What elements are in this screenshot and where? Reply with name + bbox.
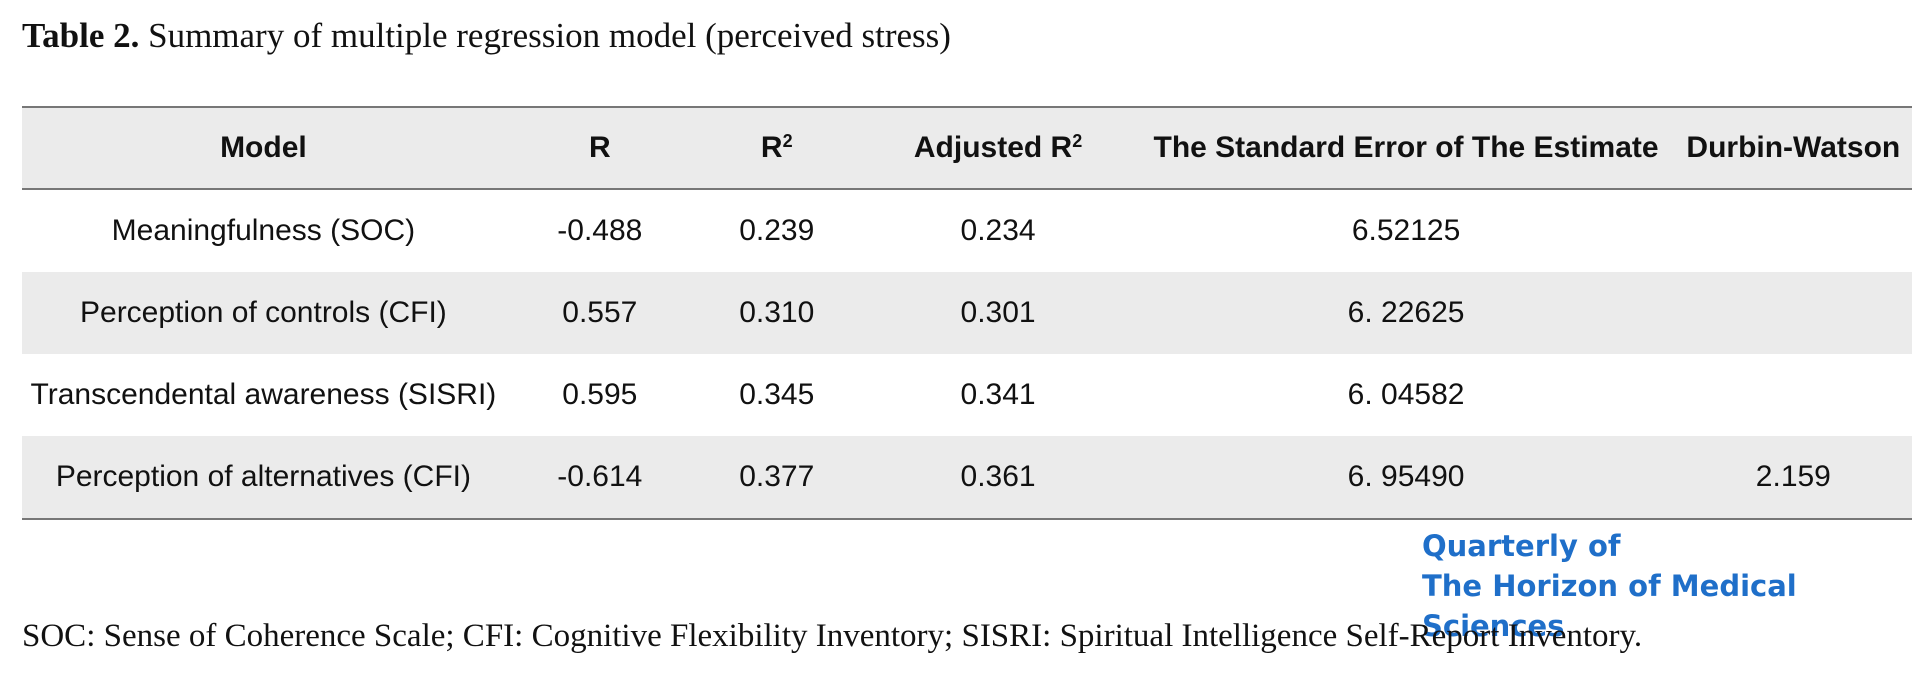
cell-r-squared: 0.345 [739,378,815,411]
cell-adjusted-r-squared: 0.234 [960,214,1036,247]
cell-adjusted-r-squared: 0.301 [960,296,1036,329]
header-r-squared-sup: 2 [782,131,793,151]
cell-durbin-watson: 2.159 [1755,460,1831,493]
cell-model: Perception of controls (CFI) [80,296,447,329]
table-caption-text: Summary of multiple regression model (pe… [148,16,951,55]
header-r-squared-base: R [760,131,783,164]
header-durbin-watson: Durbin-Watson [1686,131,1901,164]
table-row: Perception of controls (CFI) 0.557 0.310… [22,272,1912,354]
regression-table-container: Model R R2 Adjusted R2 The Standard Erro… [22,106,1912,520]
cell-durbin-watson [1675,189,1912,272]
table-row: Transcendental awareness (SISRI) 0.595 0… [22,354,1912,436]
table-footnote: SOC: Sense of Coherence Scale; CFI: Cogn… [22,618,1643,654]
cell-r: 0.557 [562,296,638,329]
cell-model: Meaningfulness (SOC) [111,214,416,247]
cell-durbin-watson [1675,354,1912,436]
table-row: Meaningfulness (SOC) -0.488 0.239 0.234 … [22,189,1912,272]
cell-model: Transcendental awareness (SISRI) [30,378,497,411]
cell-r: 0.595 [562,378,638,411]
table-caption: Table 2. Summary of multiple regression … [22,14,951,58]
table-header: Model R R2 Adjusted R2 The Standard Erro… [22,107,1912,189]
cell-standard-error: 6. 95490 [1347,460,1465,493]
journal-logo: Quarterly of The Horizon of Medical Scie… [1422,526,1912,646]
cell-r-squared: 0.377 [739,460,815,493]
header-adjusted-r-squared: Adjusted R2 [859,107,1138,189]
header-r-squared: R2 [695,107,859,189]
journal-logo-line2: The Horizon of Medical Sciences [1422,569,1797,643]
cell-adjusted-r-squared: 0.361 [960,460,1036,493]
header-adjusted-base: Adjusted R [913,131,1073,164]
regression-table: Model R R2 Adjusted R2 The Standard Erro… [22,106,1912,520]
cell-standard-error: 6.52125 [1351,214,1461,247]
cell-r: -0.488 [557,214,643,247]
cell-adjusted-r-squared: 0.341 [960,378,1036,411]
cell-r-squared: 0.310 [739,296,815,329]
journal-logo-line1: Quarterly of [1422,529,1621,563]
header-adjusted-sup: 2 [1072,131,1083,151]
cell-durbin-watson [1675,272,1912,354]
header-r: R [588,131,611,164]
cell-standard-error: 6. 22625 [1347,296,1465,329]
cell-model: Perception of alternatives (CFI) [55,460,471,493]
table-caption-label: Table 2. [22,16,140,55]
header-model: Model [220,131,307,164]
header-row: Model R R2 Adjusted R2 The Standard Erro… [22,107,1912,189]
cell-r: -0.614 [557,460,643,493]
table-row: Perception of alternatives (CFI) -0.614 … [22,436,1912,519]
cell-r-squared: 0.239 [739,214,815,247]
header-standard-error: The Standard Error of The Estimate [1153,131,1659,164]
cell-standard-error: 6. 04582 [1347,378,1465,411]
table-body: Meaningfulness (SOC) -0.488 0.239 0.234 … [22,189,1912,519]
